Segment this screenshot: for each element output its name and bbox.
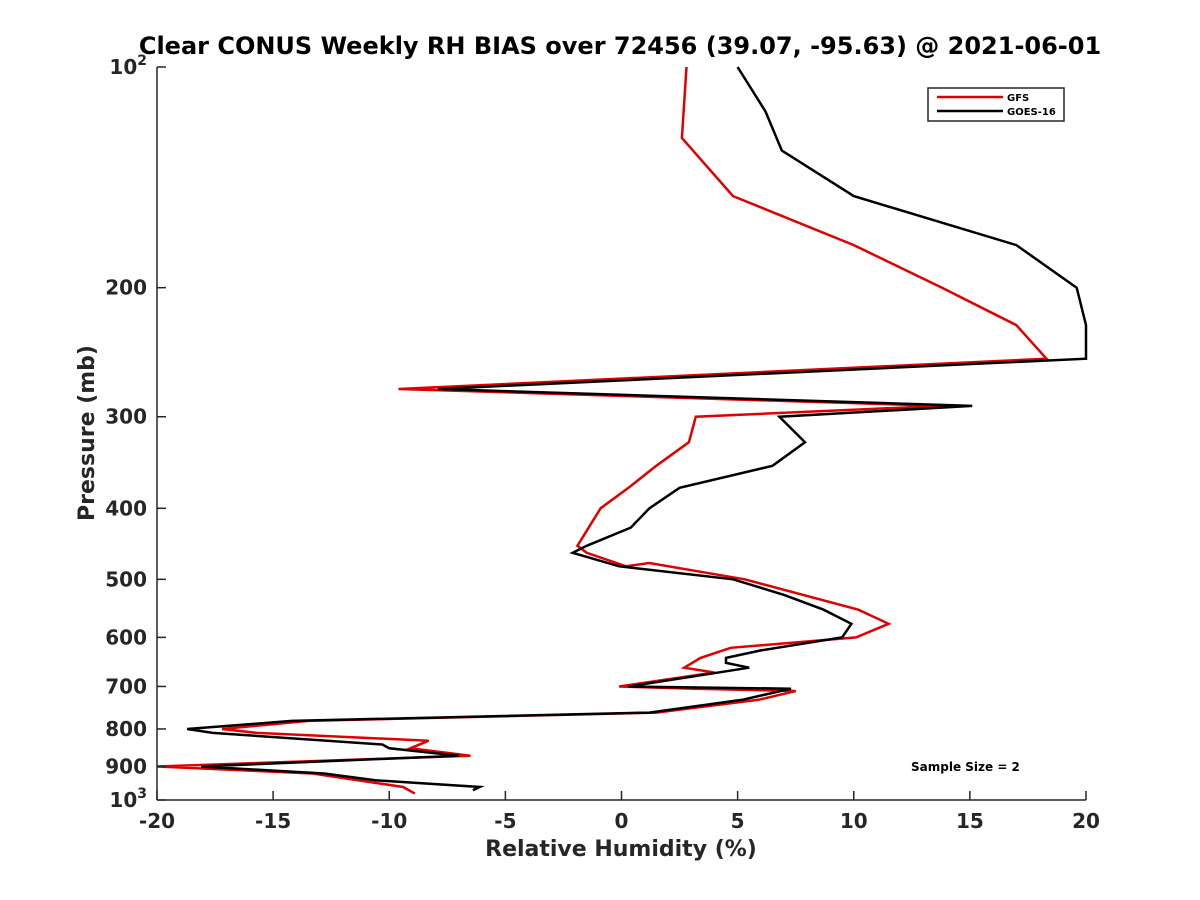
legend-label-goes-16: GOES-16	[1007, 107, 1056, 118]
series-layer	[156, 66, 1088, 795]
x-tick-label: -20	[139, 809, 175, 833]
x-tick-label: 15	[956, 809, 984, 833]
x-tick-label: -15	[255, 809, 291, 833]
y-tick-label: 900	[105, 754, 147, 778]
x-tick-label: 10	[840, 809, 868, 833]
y-tick-label: 700	[105, 674, 147, 698]
y-tick-label: 102	[109, 53, 147, 79]
x-tick-label: 0	[615, 809, 629, 833]
y-tick-label: 200	[105, 276, 147, 300]
series-line-gfs	[156, 66, 1050, 795]
legend-label-gfs: GFS	[1007, 93, 1029, 104]
y-tick-label: 800	[105, 717, 147, 741]
plot-background	[157, 67, 1086, 800]
x-tick-label: -5	[494, 809, 516, 833]
y-tick-label: 103	[109, 786, 147, 812]
legend: GFS GOES-16	[927, 87, 1065, 122]
y-tick-label: 400	[105, 496, 147, 520]
x-tick-label: 20	[1072, 809, 1100, 833]
x-tick-label: 5	[731, 809, 745, 833]
axes: -20 -15 -10 -5 0 5 10 15 20 102 200 300 400 500 600 700…	[105, 53, 1100, 833]
y-tick-label: 300	[105, 405, 147, 429]
y-axis-label: Pressure (mb)	[75, 345, 100, 521]
x-tick-label: -10	[371, 809, 407, 833]
y-tick-label: 500	[105, 567, 147, 591]
legend-box	[927, 87, 1065, 122]
y-tick-label: 600	[105, 625, 147, 649]
sample-size-annotation: Sample Size = 2	[911, 760, 1020, 774]
x-axis-label: Relative Humidity (%)	[485, 837, 757, 862]
chart-title: Clear CONUS Weekly RH BIAS over 72456 (3…	[139, 32, 1101, 60]
series-line-goes-16	[187, 66, 1088, 792]
plot-area	[157, 67, 1086, 800]
